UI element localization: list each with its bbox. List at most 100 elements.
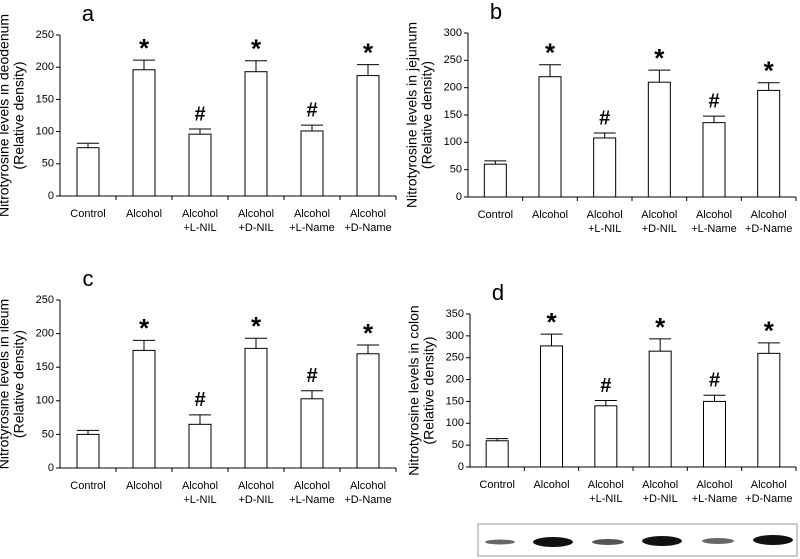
- x-tick-label: Alcohol: [350, 208, 386, 220]
- y-tick-label: 200: [444, 82, 462, 94]
- x-tick-label: +D-Name: [745, 223, 792, 235]
- y-tick-label: 250: [444, 54, 462, 66]
- bar: [594, 405, 618, 468]
- x-tick-label: +D-NIL: [238, 222, 273, 234]
- western-blot: [477, 523, 798, 557]
- significance-mark: *: [764, 316, 775, 346]
- y-axis-label: (Relative density): [421, 336, 437, 444]
- y-tick-label: 150: [36, 361, 54, 373]
- y-axis-label: (Relative density): [419, 61, 435, 169]
- bar: [188, 133, 212, 197]
- bar: [244, 71, 268, 197]
- y-tick-label: 50: [450, 164, 462, 176]
- bar: [76, 147, 100, 197]
- y-tick-label: 250: [446, 352, 464, 364]
- x-tick-label: Alcohol: [751, 209, 787, 221]
- panel-label: c: [83, 266, 94, 291]
- x-tick-label: Alcohol: [532, 209, 568, 221]
- significance-mark: *: [251, 34, 262, 64]
- bar: [593, 137, 617, 198]
- y-tick-label: 50: [42, 428, 54, 440]
- x-tick-label: Alcohol: [696, 209, 732, 221]
- y-tick-label: 150: [446, 395, 464, 407]
- blot-band: [533, 537, 573, 547]
- x-tick-label: Alcohol: [533, 479, 569, 491]
- bar: [485, 440, 509, 468]
- blot-band: [702, 538, 734, 544]
- significance-mark: *: [363, 37, 374, 67]
- y-tick-label: 150: [36, 93, 54, 105]
- significance-mark: *: [545, 38, 556, 68]
- x-tick-label: Control: [479, 479, 514, 491]
- x-tick-label: +L-Name: [289, 222, 335, 234]
- x-tick-label: +L-NIL: [183, 494, 216, 506]
- significance-mark: *: [655, 312, 666, 342]
- x-tick-label: Alcohol: [588, 479, 624, 491]
- x-tick-label: Alcohol: [641, 209, 677, 221]
- bar: [647, 81, 671, 198]
- y-tick-label: 100: [36, 126, 54, 138]
- x-tick-label: Alcohol: [696, 479, 732, 491]
- bar: [300, 130, 324, 197]
- x-tick-label: Alcohol: [642, 479, 678, 491]
- x-tick-label: +L-NIL: [589, 493, 622, 505]
- significance-mark: #: [194, 389, 205, 411]
- blot-frame: [477, 523, 798, 557]
- y-tick-label: 0: [458, 461, 464, 473]
- significance-mark: *: [546, 307, 557, 337]
- y-axis-label: Nitrotyrosine levels in ileum: [0, 299, 12, 469]
- x-tick-label: +D-Name: [344, 494, 391, 506]
- bar: [648, 350, 672, 468]
- y-axis-label: Nitrotyrosine levels in colon: [406, 305, 422, 475]
- x-tick-label: +L-NIL: [588, 223, 621, 235]
- y-tick-label: 250: [36, 29, 54, 41]
- significance-mark: *: [764, 56, 775, 86]
- y-tick-label: 50: [42, 158, 54, 170]
- y-axis-label: (Relative density): [11, 330, 27, 438]
- bar: [702, 122, 726, 198]
- panel-label: d: [492, 280, 504, 305]
- significance-mark: #: [709, 370, 720, 392]
- significance-mark: #: [600, 375, 611, 397]
- bar: [703, 400, 726, 468]
- blot-band: [485, 539, 515, 545]
- significance-mark: *: [139, 313, 150, 343]
- y-tick-label: 300: [446, 330, 464, 342]
- bar: [244, 347, 268, 469]
- bar: [757, 352, 781, 468]
- x-tick-label: +L-NIL: [183, 222, 216, 234]
- bar: [132, 349, 156, 469]
- bar: [483, 163, 507, 198]
- x-tick-label: +L-Name: [691, 223, 737, 235]
- y-tick-label: 200: [36, 61, 54, 73]
- x-tick-label: +D-NIL: [642, 223, 677, 235]
- x-tick-label: Alcohol: [294, 480, 330, 492]
- y-tick-label: 150: [444, 109, 462, 121]
- y-tick-label: 100: [36, 395, 54, 407]
- x-tick-label: Alcohol: [294, 208, 330, 220]
- bar: [76, 433, 100, 469]
- y-tick-label: 100: [446, 417, 464, 429]
- x-tick-label: Alcohol: [238, 208, 274, 220]
- x-tick-label: Alcohol: [587, 209, 623, 221]
- y-tick-label: 50: [452, 439, 464, 451]
- bar: [356, 353, 380, 469]
- y-tick-label: 200: [36, 328, 54, 340]
- y-tick-label: 0: [456, 191, 462, 203]
- y-tick-label: 300: [444, 27, 462, 39]
- x-tick-label: +L-Name: [692, 493, 738, 505]
- y-axis-label: Nitrotyrosine levels in jejunum: [404, 22, 420, 208]
- y-tick-label: 250: [36, 294, 54, 306]
- panel-label: a: [82, 1, 95, 26]
- x-tick-label: Control: [70, 208, 105, 220]
- x-tick-label: +D-Name: [344, 222, 391, 234]
- x-tick-label: Alcohol: [751, 479, 787, 491]
- x-tick-label: Alcohol: [182, 208, 218, 220]
- y-axis-label: (Relative density): [11, 61, 27, 169]
- x-tick-label: Alcohol: [126, 480, 162, 492]
- y-tick-label: 350: [446, 308, 464, 320]
- significance-mark: *: [654, 43, 665, 73]
- y-tick-label: 200: [446, 373, 464, 385]
- bar: [132, 69, 156, 197]
